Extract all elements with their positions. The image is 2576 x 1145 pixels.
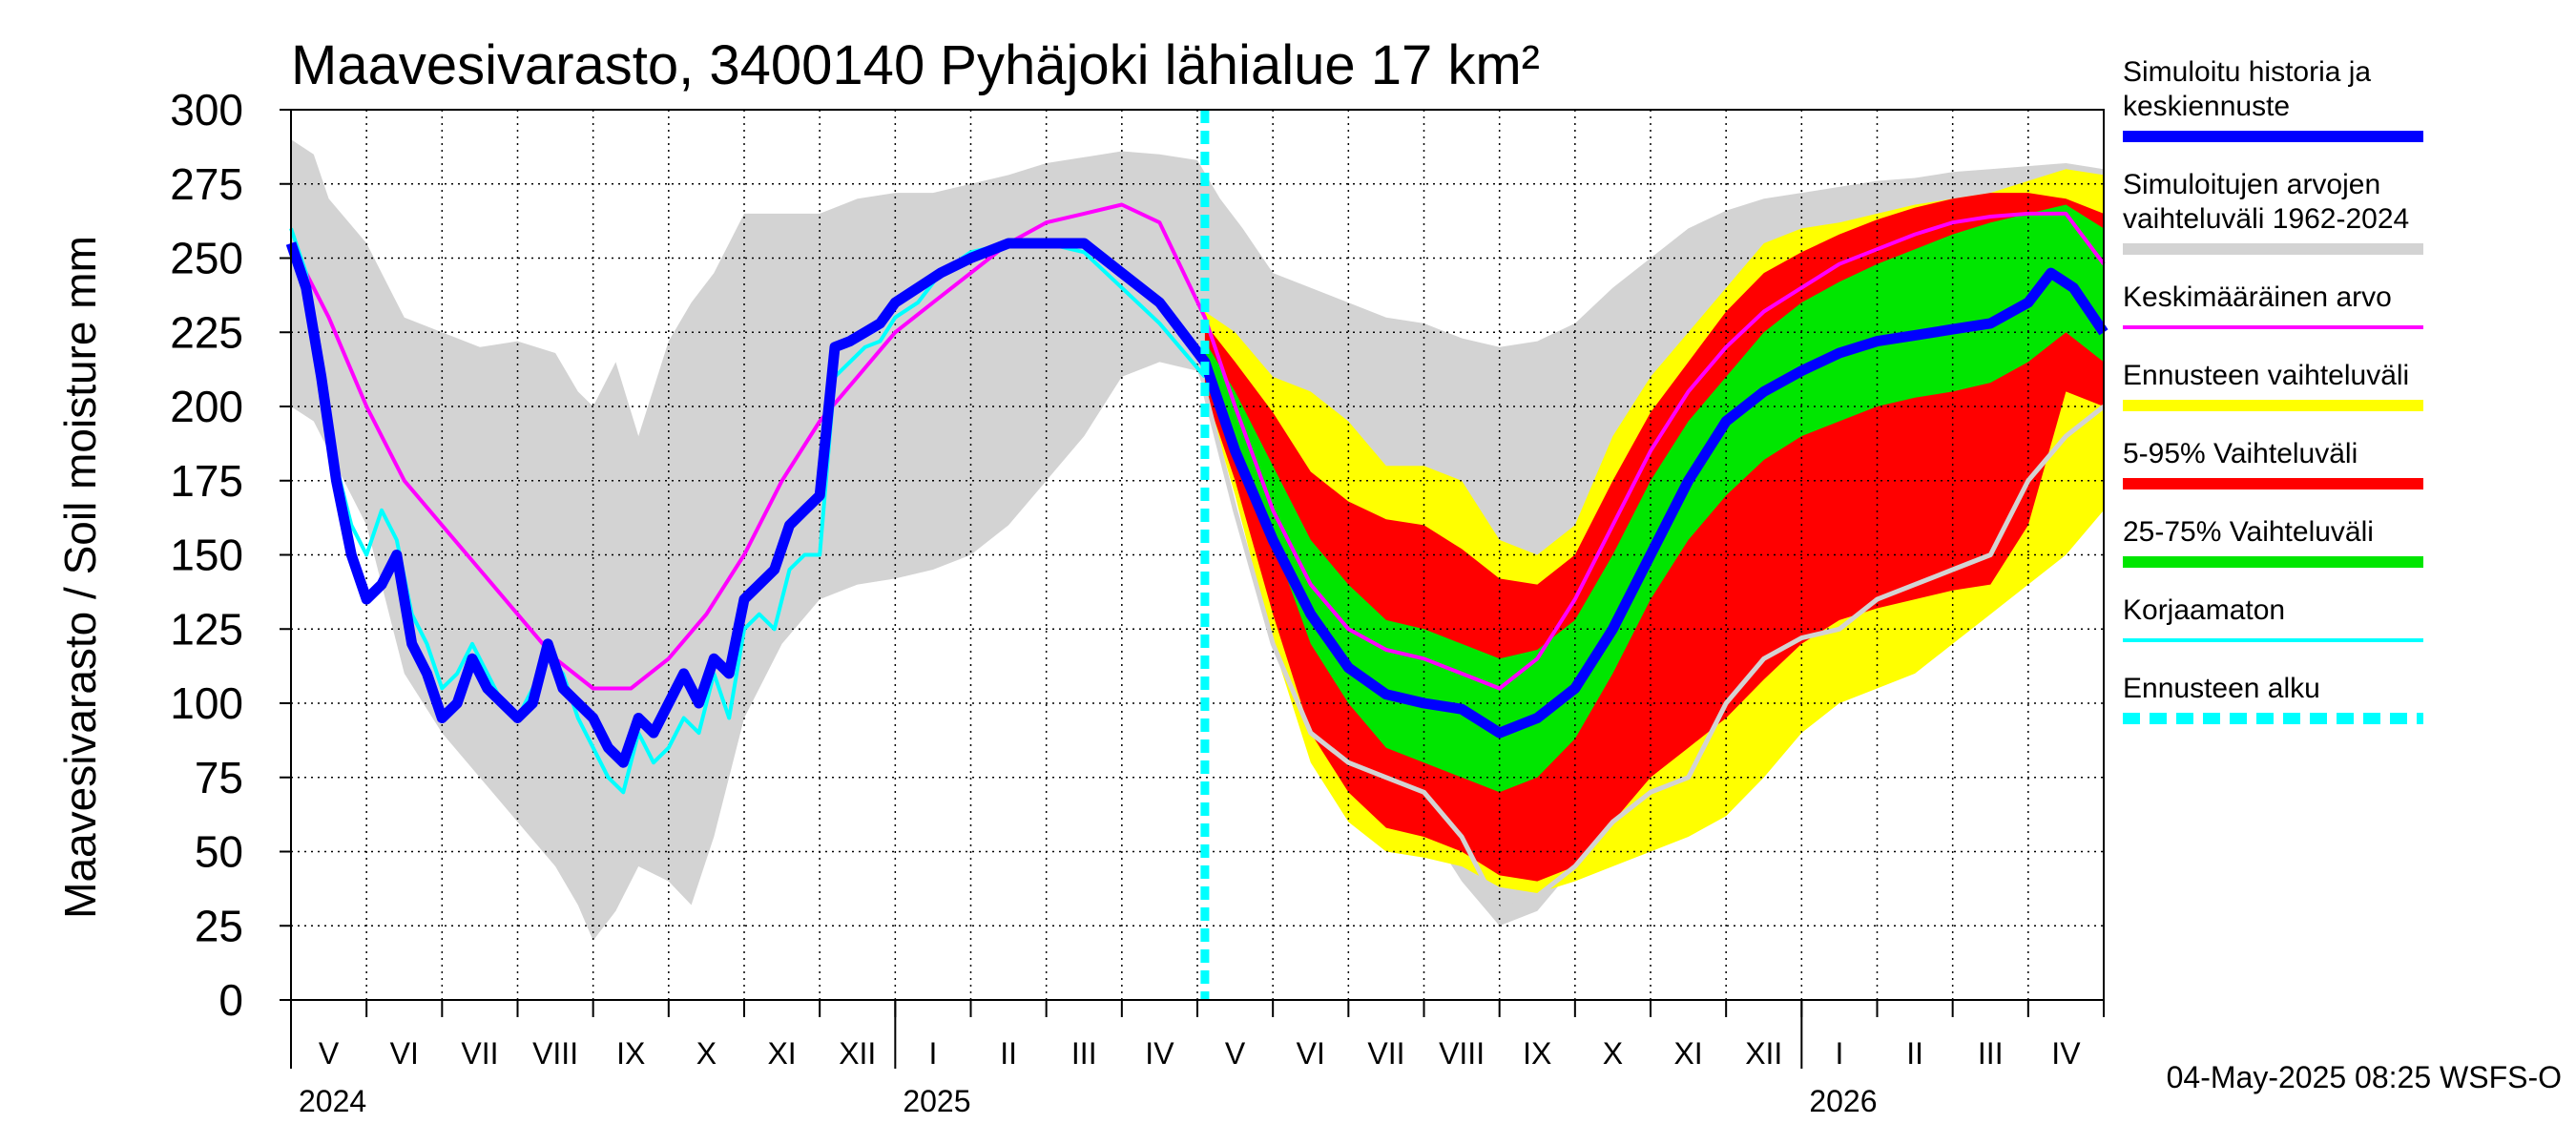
y-tick-label: 300 bbox=[170, 85, 243, 135]
legend-label: Keskimääräinen arvo bbox=[2123, 281, 2392, 313]
legend-label-line: Ennusteen vaihteluväli bbox=[2123, 360, 2409, 391]
y-tick-label: 100 bbox=[170, 678, 243, 728]
y-tick-label: 225 bbox=[170, 307, 243, 357]
month-label: X bbox=[696, 1036, 717, 1071]
y-tick-label: 275 bbox=[170, 159, 243, 209]
legend-label: 25-75% Vaihteluväli bbox=[2123, 516, 2374, 548]
y-axis-label: Maavesivarasto / Soil moisture mm bbox=[55, 236, 105, 919]
y-tick-label: 200 bbox=[170, 382, 243, 431]
legend-item: Simuloitujen arvojen vaihteluväli 1962-20… bbox=[2123, 169, 2423, 255]
simulated-line bbox=[285, 238, 2109, 768]
y-tick-label: 25 bbox=[195, 901, 243, 950]
y-tick-label: 125 bbox=[170, 604, 243, 654]
month-label: XI bbox=[1673, 1036, 1702, 1071]
p25-75-band bbox=[1204, 204, 2104, 793]
legend-item: Korjaamaton bbox=[2123, 594, 2423, 642]
year-label: 2026 bbox=[1809, 1084, 1877, 1118]
month-label: V bbox=[319, 1036, 340, 1071]
y-tick-label: 175 bbox=[170, 456, 243, 506]
y-tick-label: 0 bbox=[218, 975, 243, 1025]
legend-item: 25-75% Vaihteluväli bbox=[2123, 516, 2423, 568]
chart-title: Maavesivarasto, 3400140 Pyhäjoki lähialu… bbox=[291, 34, 1540, 96]
month-label: X bbox=[1603, 1036, 1623, 1071]
legend-item: 5-95% Vaihteluväli bbox=[2123, 438, 2423, 489]
legend-item: Ennusteen vaihteluväli bbox=[2123, 360, 2423, 411]
legend-label: Simuloitu historia ja keskiennuste bbox=[2123, 56, 2371, 122]
legend-label-line: Korjaamaton bbox=[2123, 594, 2285, 626]
month-label: III bbox=[1071, 1036, 1097, 1071]
legend-item: Keskimääräinen arvo bbox=[2123, 281, 2423, 329]
month-label: VI bbox=[1297, 1036, 1325, 1071]
month-label: XI bbox=[767, 1036, 796, 1071]
month-label: VIII bbox=[1439, 1036, 1485, 1071]
month-label: VII bbox=[1367, 1036, 1404, 1071]
legend-item: Simuloitu historia ja keskiennuste bbox=[2123, 56, 2423, 142]
month-label: VII bbox=[461, 1036, 498, 1071]
legend-label-line: vaihteluväli 1962-2024 bbox=[2123, 203, 2409, 235]
year-label: 2025 bbox=[903, 1084, 970, 1118]
month-label: IX bbox=[1523, 1036, 1551, 1071]
month-label: II bbox=[1000, 1036, 1017, 1071]
legend-label: Ennusteen vaihteluväli bbox=[2123, 360, 2409, 391]
plot-area bbox=[285, 110, 2109, 1000]
timestamp-footer: 04-May-2025 08:25 WSFS-O bbox=[2167, 1060, 2562, 1094]
month-label: IV bbox=[2051, 1036, 2081, 1071]
legend-label-line: Ennusteen alku bbox=[2123, 673, 2320, 704]
y-tick-label: 50 bbox=[195, 827, 243, 877]
legend-label-line: Keskimääräinen arvo bbox=[2123, 281, 2392, 313]
legend-label-line: Simuloitujen arvojen bbox=[2123, 169, 2380, 200]
month-label: II bbox=[1906, 1036, 1923, 1071]
history-range-band bbox=[291, 139, 2104, 941]
grid bbox=[291, 110, 2104, 1000]
month-label: XII bbox=[839, 1036, 876, 1071]
y-tick-label: 150 bbox=[170, 531, 243, 580]
month-label: I bbox=[928, 1036, 937, 1071]
year-label: 2024 bbox=[299, 1084, 366, 1118]
uncorrected-line bbox=[289, 227, 1207, 795]
legend-label-line: Simuloitu historia ja bbox=[2123, 56, 2371, 88]
month-label: IX bbox=[616, 1036, 645, 1071]
month-label: V bbox=[1225, 1036, 1246, 1071]
legend: Simuloitu historia ja keskiennusteSimuloi… bbox=[2123, 56, 2423, 724]
uncorrected-forecast-line bbox=[1202, 390, 2106, 914]
month-label: VI bbox=[390, 1036, 419, 1071]
legend-label-line: 5-95% Vaihteluväli bbox=[2123, 438, 2358, 469]
legend-label-line: keskiennuste bbox=[2123, 91, 2290, 122]
month-label: III bbox=[1978, 1036, 2004, 1071]
y-tick-label: 75 bbox=[195, 753, 243, 802]
legend-label: 5-95% Vaihteluväli bbox=[2123, 438, 2358, 469]
legend-label: Korjaamaton bbox=[2123, 594, 2285, 626]
legend-label: Ennusteen alku bbox=[2123, 673, 2320, 704]
legend-item: Ennusteen alku bbox=[2123, 673, 2423, 724]
month-label: I bbox=[1835, 1036, 1843, 1071]
y-tick-label: 250 bbox=[170, 234, 243, 283]
legend-label-line: 25-75% Vaihteluväli bbox=[2123, 516, 2374, 548]
mean-line bbox=[289, 202, 2106, 691]
month-label: IV bbox=[1145, 1036, 1174, 1071]
month-label: VIII bbox=[532, 1036, 578, 1071]
legend-label: Simuloitujen arvojen vaihteluväli 1962-20… bbox=[2123, 169, 2409, 235]
month-label: XII bbox=[1745, 1036, 1782, 1071]
